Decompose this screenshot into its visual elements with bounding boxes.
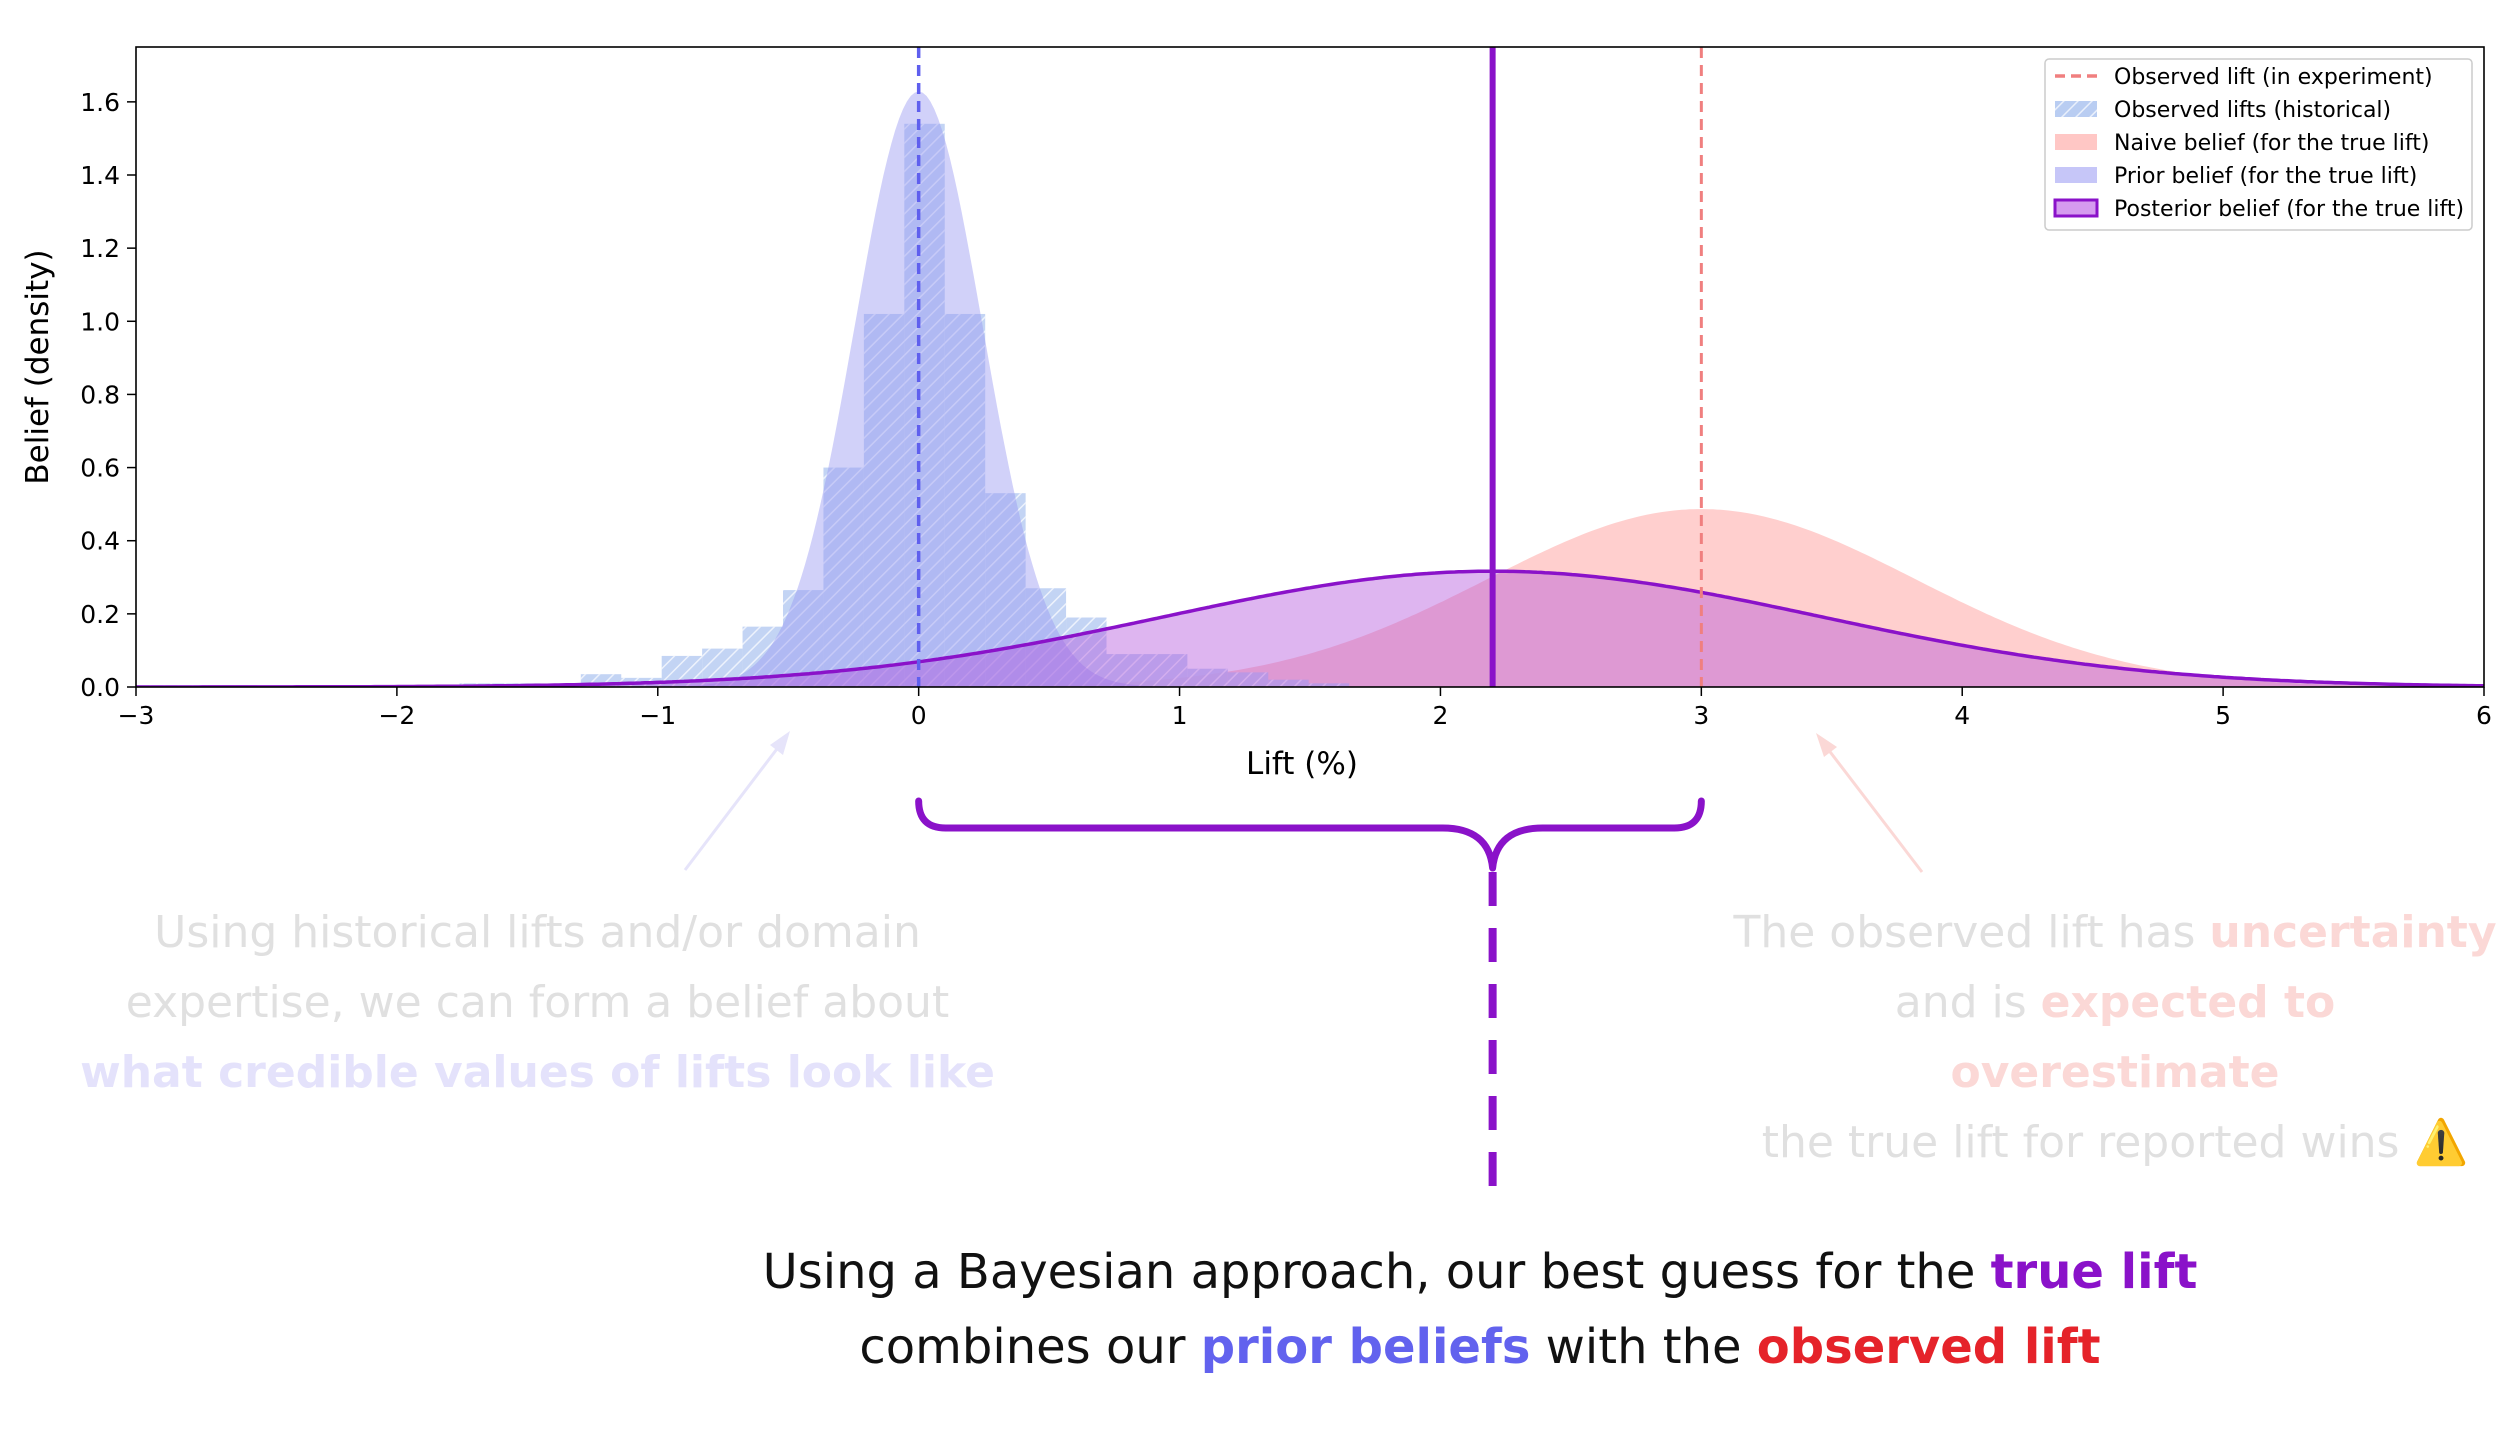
conclusion-prior-beliefs: prior beliefs	[1200, 1319, 1531, 1375]
y-tick-label: 1.2	[80, 234, 120, 263]
histogram-bar-hatch	[1308, 683, 1350, 687]
x-tick-label: −3	[118, 701, 155, 730]
annotation-right-line2-text: and is	[1894, 977, 2041, 1028]
histogram-bar-hatch	[1227, 672, 1269, 687]
legend-box	[2044, 58, 2473, 231]
histogram-bar-hatch	[1106, 654, 1147, 687]
legend-handle-historical-hatch	[2055, 101, 2097, 117]
x-tick-label: 2	[1432, 701, 1448, 730]
conclusion-true-lift: true lift	[1990, 1244, 2198, 1300]
y-tick-label: 0.2	[80, 600, 120, 629]
annotation-right-line3-text: the true lift for reported wins	[1761, 1117, 2400, 1168]
legend-label: Prior belief (for the true lift)	[2114, 164, 2417, 189]
conclusion-observed-lift: observed lift	[1756, 1319, 2101, 1375]
annotation-right: The observed lift has uncertainty and is…	[1730, 898, 2500, 1178]
annotation-right-line1-text: The observed lift has	[1733, 907, 2210, 958]
y-axis-label: Belief (density)	[20, 249, 56, 484]
legend-label: Observed lifts (historical)	[2114, 98, 2391, 123]
arrow-left-shaft	[683, 736, 788, 871]
legend-label: Posterior belief (for the true lift)	[2114, 197, 2464, 222]
brace	[915, 797, 1705, 872]
plot-clip-group	[136, 47, 2484, 687]
legend-handle-posterior	[2053, 198, 2099, 218]
warning-icon: ⚠️	[2413, 1117, 2469, 1168]
arrow-right-shaft	[1819, 739, 1924, 873]
y-tick-label: 0.6	[80, 454, 120, 483]
x-axis-label: Lift (%)	[1246, 746, 1358, 782]
annotation-right-line2: and is expected to overestimate	[1730, 968, 2500, 1108]
histogram-bar-hatch	[1187, 668, 1228, 687]
x-tick-label: 6	[2476, 701, 2492, 730]
posterior-belief-line	[136, 569, 2484, 687]
conclusion: Using a Bayesian approach, our best gues…	[640, 1235, 2320, 1385]
annotation-right-line1: The observed lift has uncertainty	[1730, 898, 2500, 968]
axes: −3 −2 −1 0 1 2 3 4 5 6 0.0 0.2 0.4 0.6 0.8 1.0 1.2 1.4 1.6…	[20, 46, 2492, 782]
histogram-bar-hatch	[944, 313, 986, 687]
x-tick-label: 5	[2215, 701, 2231, 730]
histogram-bar-hatch	[863, 313, 905, 687]
conclusion-line1-text: Using a Bayesian approach, our best gues…	[762, 1244, 1991, 1300]
conclusion-line1: Using a Bayesian approach, our best gues…	[640, 1235, 2320, 1310]
histogram-bar-hatch	[823, 467, 864, 687]
histogram-bar-hatch	[985, 493, 1026, 687]
x-tick-label: 3	[1693, 701, 1709, 730]
legend-label: Naive belief (for the true lift)	[2114, 131, 2429, 156]
annotation-right-line3: the true lift for reported wins ⚠️	[1730, 1108, 2500, 1178]
y-tick-label: 1.0	[80, 307, 120, 336]
y-tick-label: 0.8	[80, 380, 120, 409]
y-tick-label: 1.4	[80, 161, 120, 190]
histogram-bar-hatch	[1146, 654, 1188, 687]
arrow-left-head	[770, 731, 790, 755]
annotation-graphics	[683, 731, 1924, 1205]
y-tick-label: 1.6	[80, 88, 120, 117]
conclusion-line2-mid: with the	[1530, 1319, 1757, 1375]
conclusion-line2-text: combines our	[859, 1319, 1201, 1375]
annotation-right-uncertainty: uncertainty	[2209, 907, 2497, 958]
annotation-left-line1: Using historical lifts and/or domain	[154, 907, 921, 958]
histogram-bar-hatch	[904, 123, 945, 687]
legend: Observed lift (in experiment) Observed li…	[2044, 58, 2473, 231]
y-tick-label: 0.0	[80, 673, 120, 702]
annotation-right-overestimate: expected to overestimate	[1950, 977, 2336, 1098]
x-tick-label: 0	[911, 701, 927, 730]
arrow-right-head	[1816, 733, 1837, 757]
histogram-bar-hatch	[1268, 679, 1309, 687]
y-tick-label: 0.4	[80, 527, 120, 556]
x-tick-label: 1	[1172, 701, 1188, 730]
legend-handle	[2055, 134, 2097, 150]
annotation-left-highlight: what credible values of lifts look like	[80, 1047, 995, 1098]
posterior-belief-area	[136, 571, 2484, 687]
legend-handle	[2055, 167, 2097, 183]
naive-belief-area	[136, 509, 2484, 687]
annotation-left-line2: expertise, we can form a belief about	[125, 977, 950, 1028]
x-tick-label: −1	[639, 701, 676, 730]
plot-area	[136, 47, 2484, 687]
legend-label: Observed lift (in experiment)	[2114, 65, 2433, 90]
x-tick-label: −2	[378, 701, 415, 730]
histogram-bar-hatch	[783, 590, 824, 687]
annotation-left: Using historical lifts and/or domain exp…	[80, 898, 995, 1108]
conclusion-line2: combines our prior beliefs with the obse…	[640, 1310, 2320, 1385]
x-tick-label: 4	[1954, 701, 1970, 730]
axes-frame	[135, 46, 2485, 688]
